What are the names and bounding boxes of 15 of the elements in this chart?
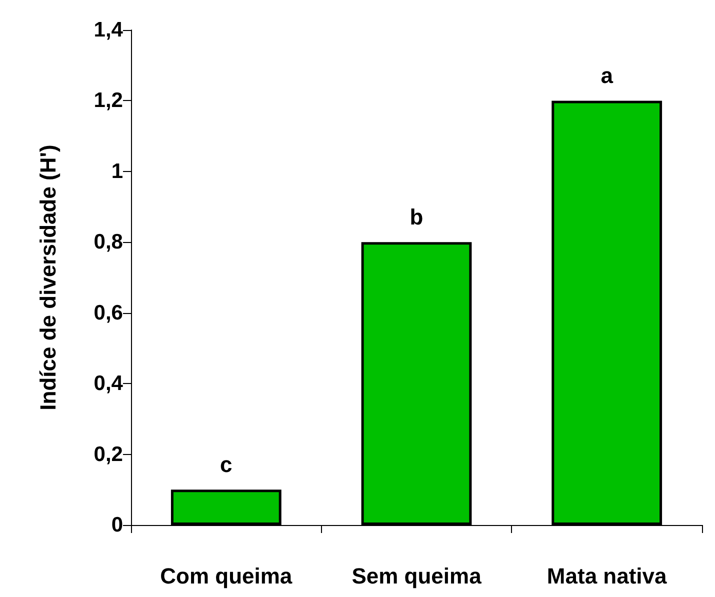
y-axis-title: Indíce de diversidade (H')	[36, 144, 60, 410]
annotation: c	[220, 452, 232, 478]
y-tick-label: 0,8	[94, 230, 124, 254]
y-tick-label: 0,6	[94, 301, 123, 324]
y-tick-label: 1,2	[94, 89, 123, 112]
y-tick-label: 1	[111, 160, 124, 183]
x-tick-label: Com queima	[160, 564, 293, 588]
annotation: a	[600, 63, 614, 88]
y-tick-label: 0,4	[94, 372, 124, 396]
y-tick-label: 1,4	[94, 18, 124, 42]
x-tick-label: Sem queima	[352, 564, 482, 588]
y-tick-label: 0	[111, 514, 123, 536]
annotation: b	[410, 204, 424, 230]
y-tick-label: 0,2	[94, 442, 123, 466]
x-tick-label: Mata nativa	[546, 564, 668, 588]
